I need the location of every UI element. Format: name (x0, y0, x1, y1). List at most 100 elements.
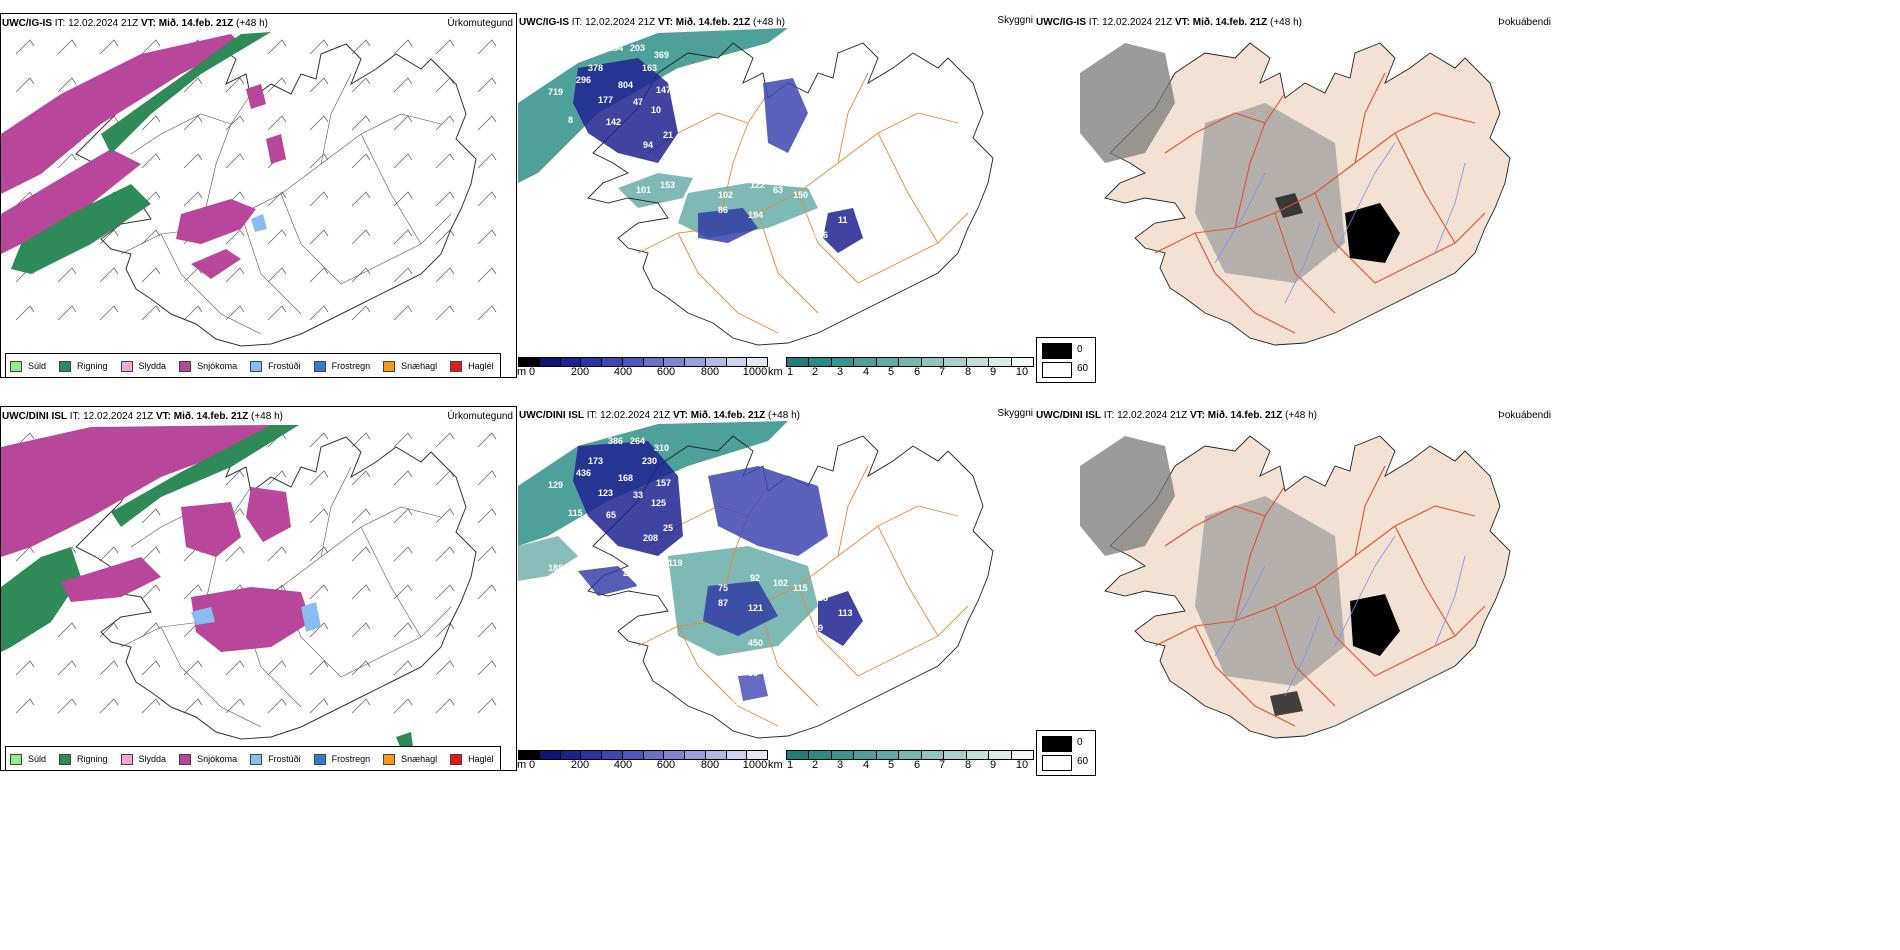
wind-barb (225, 698, 245, 714)
it-label: IT: (586, 410, 598, 421)
vt-label: VT: (672, 410, 688, 421)
wind-barb (183, 698, 203, 714)
wind-barb (267, 470, 287, 486)
low-visibility-area (573, 58, 678, 163)
colorbar-tick: 10 (1015, 759, 1029, 771)
freezing-drizzle (251, 214, 267, 232)
wind-barb (477, 77, 497, 93)
visibility-value-label: 217 (548, 170, 563, 180)
colorbar-cell (664, 751, 685, 759)
legend-swatch (179, 360, 192, 372)
visibility-value-label: 87 (718, 598, 728, 608)
road-line (240, 213, 302, 315)
road-line (1314, 585, 1486, 677)
visibility-value-label: 101 (636, 185, 651, 195)
wind-barb (99, 546, 119, 562)
road-line (677, 625, 779, 727)
visibility-value-label: 131 (748, 245, 763, 255)
visibility-value-label: 63 (773, 185, 783, 195)
legend-label: Frostregn (331, 361, 371, 371)
wind-barb (477, 698, 497, 714)
colorbar-tick: 1 (786, 366, 794, 378)
visibility-value-label: 123 (598, 488, 613, 498)
colorbar-cell (643, 751, 665, 759)
road-line (1284, 615, 1321, 697)
legend-swatch (383, 360, 396, 372)
visibility-m-colorbar: m 0 200 400 600 800 1000 (517, 357, 768, 387)
colorbar-tick: 8 (964, 759, 972, 771)
legend-swatch (179, 753, 192, 765)
wind-barb (15, 660, 35, 676)
rain-band (101, 32, 271, 154)
legend-item-hail: Haglél (450, 753, 494, 765)
wind-barb (225, 229, 245, 245)
snow-band (1, 149, 141, 254)
wind-barb (393, 432, 413, 448)
wind-barb (309, 432, 329, 448)
road-line (797, 585, 969, 677)
colorbar-tick: 8 (964, 366, 972, 378)
colorbar-tick: 4 (862, 759, 870, 771)
lead-time: (+48 h) (251, 411, 283, 422)
visibility-value-label: 116 (668, 165, 683, 175)
colorbar-tick: 200 (570, 759, 590, 771)
visibility-value-label: 310 (654, 443, 669, 453)
vt-label: VT: (140, 18, 156, 29)
colorbar-cell (876, 751, 900, 759)
low-visibility-area (738, 674, 768, 701)
colorbar-tick: 400 (613, 366, 633, 378)
wind-barb (141, 508, 161, 524)
visibility-value-label: 168 (618, 473, 633, 483)
wind-barb (99, 305, 119, 321)
road-line (1284, 222, 1321, 304)
colorbar-tick: 600 (656, 759, 676, 771)
legend-swatch (250, 753, 263, 765)
wind-barb (309, 622, 329, 638)
visibility-m-colorbar: m 0 200 400 600 800 1000 (517, 750, 768, 780)
wind-barb (393, 508, 413, 524)
colorbar-cell (876, 358, 900, 366)
visibility-value-label: 12 (758, 698, 768, 708)
wind-barb (183, 77, 203, 93)
wind-barb (225, 267, 245, 283)
road-line (837, 465, 869, 557)
wind-barb (309, 546, 329, 562)
colorbar-cell (560, 358, 582, 366)
snow-area (61, 557, 161, 602)
wind-barb (393, 153, 413, 169)
wind-barb (15, 77, 35, 93)
colorbar-tick: 800 (700, 759, 720, 771)
legend-item-drizzle: Súld (10, 753, 46, 765)
colorbar-cell (809, 751, 832, 759)
low-visibility-area (818, 591, 863, 646)
panel-title: Úrkomutegund (447, 411, 513, 422)
legend-swatch (1042, 736, 1072, 752)
colorbar-cell (581, 751, 602, 759)
colorbar-cell (602, 751, 623, 759)
model-name: UWC/DINI ISL (1036, 410, 1101, 421)
snow-area (181, 502, 241, 557)
visibility-value-label: 115 (793, 583, 808, 593)
road-line (1354, 72, 1386, 164)
colorbar-cells (786, 750, 1034, 760)
visibility-km-colorbar: km 1 2 3 4 5 6 7 8 9 10 (768, 750, 1034, 780)
model-name: UWC/IG-IS (519, 17, 569, 28)
precip-type-panel: UWC/DINI ISL IT: 12.02.2024 21Z VT: Mið.… (0, 406, 517, 771)
colorbar-cell (831, 358, 855, 366)
road-line (877, 132, 939, 244)
wind-barb (435, 229, 455, 245)
visibility-km-colorbar: km 1 2 3 4 5 6 7 8 9 10 (768, 357, 1034, 387)
wind-barb (393, 584, 413, 600)
wind-barb (351, 77, 371, 93)
legend-swatch (313, 753, 326, 765)
visibility-value-label: 125 (651, 498, 666, 508)
visibility-value-label: 177 (598, 95, 613, 105)
visibility-value-label: 436 (576, 468, 591, 478)
legend-label: Súld (28, 361, 47, 371)
legend-label: 60 (1077, 756, 1089, 767)
colorbar-tick: 9 (989, 759, 997, 771)
legend-swatch (383, 753, 396, 765)
model-name: UWC/DINI ISL (2, 411, 67, 422)
visibility-value-label: 378 (588, 63, 603, 73)
road-line (160, 233, 262, 335)
